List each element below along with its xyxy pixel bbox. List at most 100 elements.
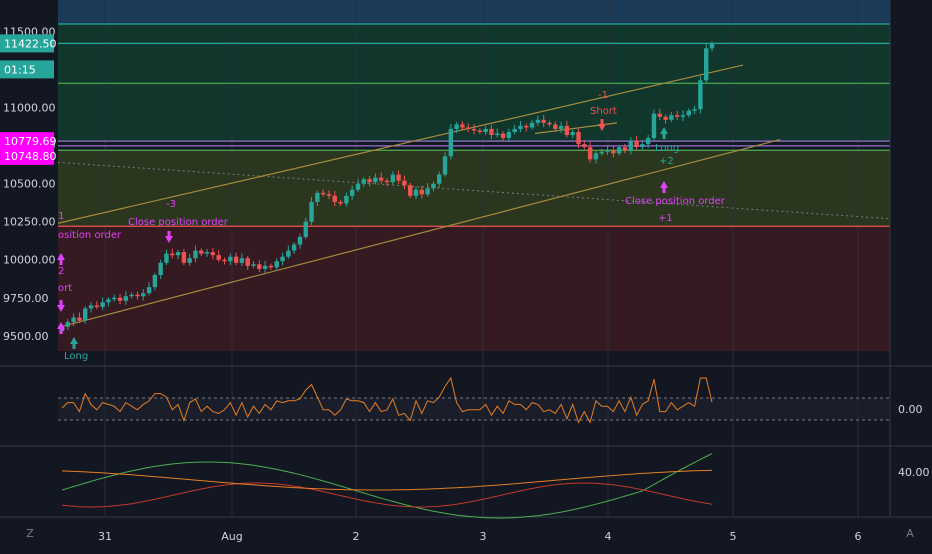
candle-body xyxy=(512,128,517,132)
candle-body xyxy=(158,262,163,275)
candle-body xyxy=(94,305,100,307)
candle-body xyxy=(437,174,442,184)
price-tick-label: 9750.00 xyxy=(3,292,49,305)
candle-body xyxy=(582,144,587,148)
oscillator-line xyxy=(61,376,713,424)
candle-body xyxy=(141,293,146,297)
candle-body xyxy=(419,189,425,195)
candle-body xyxy=(239,258,245,263)
auto-scale-button[interactable]: A xyxy=(899,522,921,544)
marker-sub: -3 xyxy=(166,199,176,210)
pink-price-label-1-bg xyxy=(0,132,54,151)
candle-body xyxy=(251,264,256,266)
close-arrow-1-stem xyxy=(167,231,171,236)
marker-label: osition order xyxy=(58,230,122,241)
candlestick-series xyxy=(59,41,715,334)
price-tick-label: 11000.00 xyxy=(3,102,56,115)
candle-body xyxy=(529,122,535,128)
price-zones xyxy=(58,0,890,351)
candle-body xyxy=(541,119,546,123)
marker-sub: -1 xyxy=(598,90,608,101)
close-arrow-2-stem xyxy=(662,188,666,193)
channel-lower xyxy=(57,139,781,329)
marker-label: Close position order xyxy=(625,196,726,207)
candle-body xyxy=(640,144,645,148)
zone-2 xyxy=(58,150,890,227)
price-tick-label: 9500.00 xyxy=(3,330,49,343)
candle-body xyxy=(564,125,570,136)
candle-body xyxy=(686,110,691,116)
candle-body xyxy=(698,80,703,110)
close-arrow-2 xyxy=(660,181,668,188)
candle-body xyxy=(489,128,494,136)
candle-body xyxy=(599,151,604,154)
countdown-label: 01:15 xyxy=(4,63,36,76)
trade-markers: Long -3 Close position order -1 Short Long +2 C… xyxy=(57,90,726,362)
candle-body xyxy=(553,124,558,129)
indicator-panes xyxy=(0,0,932,519)
candle-body xyxy=(680,115,686,117)
long-arrow-1 xyxy=(70,337,78,344)
candle-body xyxy=(152,274,158,288)
candle-body xyxy=(361,179,366,184)
pink-price-label-2: 10748.80 xyxy=(4,150,57,163)
zoom-reset-button[interactable]: Z xyxy=(19,522,41,544)
dmi-plus-line xyxy=(61,453,713,519)
countdown-label-bg xyxy=(0,60,54,79)
candle-body xyxy=(709,43,715,49)
auto-scale-icon: A xyxy=(906,526,914,540)
candle-body xyxy=(518,125,523,129)
candle-body xyxy=(587,147,593,160)
pink-price-label-1: 10779.69 xyxy=(4,135,57,148)
long-arrow-1-stem xyxy=(72,344,76,349)
marker-sub: +2 xyxy=(659,156,674,167)
zone-0 xyxy=(58,24,890,84)
long-arrow-2-stem xyxy=(662,134,666,139)
candle-body xyxy=(228,256,233,262)
time-tick-label: 5 xyxy=(730,530,737,543)
time-tick-label: 4 xyxy=(605,530,612,543)
candle-body xyxy=(622,147,628,151)
candle-body xyxy=(332,195,337,202)
left-marker-b xyxy=(57,305,65,312)
left-marker-b-stem xyxy=(59,300,63,305)
candle-body xyxy=(286,250,291,257)
oscillator-axis-label: 0.00 xyxy=(898,403,923,416)
candle-body xyxy=(692,109,697,111)
candle-body xyxy=(187,258,192,263)
candle-body xyxy=(576,131,581,145)
candle-body xyxy=(384,180,390,183)
zoom-icon: Z xyxy=(26,526,34,540)
time-tick-label: 2 xyxy=(353,530,360,543)
candle-body xyxy=(547,122,552,125)
candle-body xyxy=(77,317,82,321)
candle-body xyxy=(146,287,152,294)
short-arrow-1 xyxy=(598,124,606,131)
candle-body xyxy=(378,177,384,181)
price-axis[interactable]: 11500.0011000.0010750.0010500.0010250.00… xyxy=(0,26,930,479)
candle-body xyxy=(222,259,227,262)
candle-body xyxy=(570,131,575,136)
candle-body xyxy=(65,322,71,327)
candle-body xyxy=(651,113,657,139)
candle-body xyxy=(129,294,134,297)
price-tick-label: 10250.00 xyxy=(3,216,56,229)
long-arrow-2 xyxy=(660,127,668,134)
left-marker-a-stem xyxy=(59,260,63,265)
candle-body xyxy=(674,115,680,117)
candle-body xyxy=(71,317,76,323)
marker-sub: +1 xyxy=(658,213,673,224)
marker-text: 2 xyxy=(58,266,64,277)
candle-body xyxy=(703,48,709,81)
short-arrow-1-stem xyxy=(600,119,604,124)
candle-body xyxy=(593,153,599,160)
candle-body xyxy=(83,308,88,321)
time-tick-label: 3 xyxy=(480,530,487,543)
marker-label: ort xyxy=(58,283,72,294)
time-axis[interactable]: 31 Aug 2 3 4 5 6 xyxy=(98,530,862,543)
candle-body xyxy=(605,150,610,152)
marker-label: Short xyxy=(590,106,617,117)
candle-body xyxy=(315,192,320,202)
